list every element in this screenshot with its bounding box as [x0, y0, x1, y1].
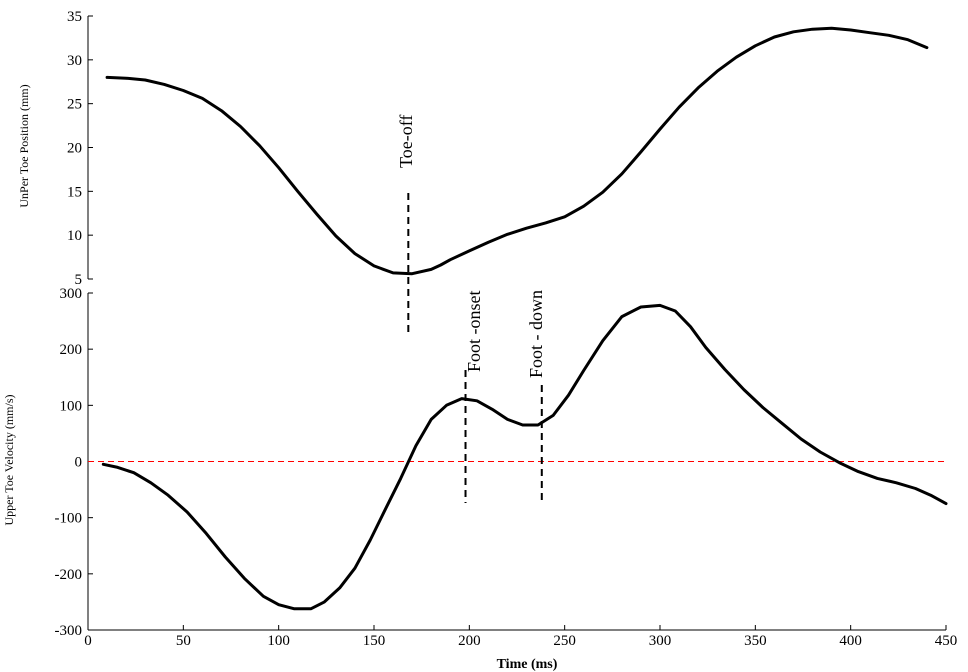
y-tick-label: 15 — [67, 184, 82, 200]
x-tick-label: 350 — [744, 633, 767, 649]
y-tick-label: 35 — [67, 9, 82, 25]
y-tick-label: 20 — [67, 141, 82, 157]
x-tick-label: 400 — [839, 633, 862, 649]
y-tick-label: 300 — [60, 286, 83, 302]
x-tick-label: 50 — [176, 633, 191, 649]
y-tick-label: -300 — [55, 623, 83, 639]
x-tick-label: 0 — [84, 633, 92, 649]
y-tick-label: 200 — [60, 342, 83, 358]
y-tick-label: 100 — [60, 398, 83, 414]
y-tick-label: 30 — [67, 53, 82, 69]
y-tick-label: 5 — [75, 272, 83, 288]
y-tick-label: -100 — [55, 511, 83, 527]
x-tick-label: 300 — [649, 633, 672, 649]
event-marker-label: Toe-off — [396, 115, 416, 168]
x-tick-label: 250 — [553, 633, 576, 649]
event-marker-label: Foot -onset — [464, 290, 484, 372]
y-tick-label: 25 — [67, 97, 82, 113]
y-tick-label: 10 — [67, 228, 82, 244]
x-tick-label: 200 — [458, 633, 481, 649]
x-tick-label: 150 — [363, 633, 386, 649]
x-tick-label: 450 — [935, 633, 958, 649]
y-axis-label: Upper Toe Velocity (mm/s) — [2, 394, 16, 525]
y-tick-label: -200 — [55, 567, 83, 583]
series-line — [101, 303, 948, 611]
x-tick-label: 100 — [267, 633, 290, 649]
y-tick-label: 0 — [75, 455, 83, 471]
position-panel: 5 10 15 20 25 30 35 UnPer Toe Position (mm) Toe-… — [17, 9, 929, 337]
series-line — [105, 26, 929, 276]
x-axis-label: Time (ms) — [497, 657, 558, 672]
y-axis-label: UnPer Toe Position (mm) — [17, 84, 31, 207]
event-marker-label: Foot - down — [526, 290, 546, 378]
velocity-panel: -300 -200 -100 0 100 200 300 0 50 100 150 200 250 300… — [2, 286, 957, 672]
